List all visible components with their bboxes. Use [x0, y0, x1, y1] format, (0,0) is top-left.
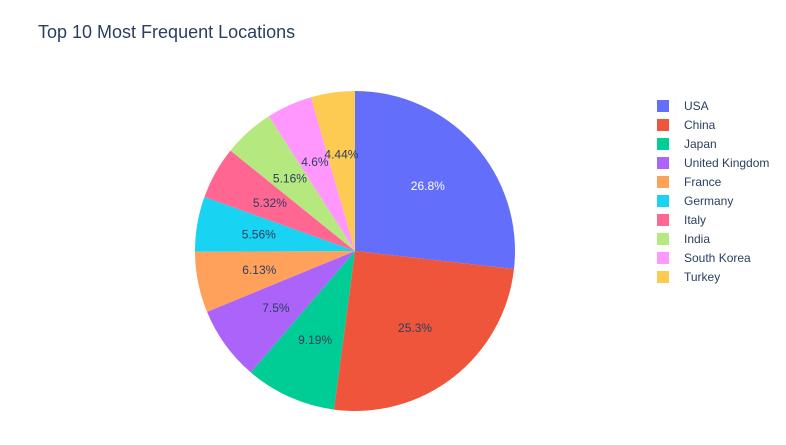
- legend-swatch: [657, 194, 669, 207]
- legend-swatch: [657, 213, 669, 226]
- legend-swatch: [657, 232, 669, 245]
- legend-swatch: [657, 175, 669, 188]
- legend-swatch: [657, 118, 669, 131]
- legend-item-united-kingdom[interactable]: United Kingdom: [657, 153, 769, 172]
- pie-label-japan: 9.19%: [298, 333, 332, 347]
- legend-label: Turkey: [684, 269, 721, 284]
- pie-slice-china[interactable]: [333, 251, 514, 412]
- legend-item-germany[interactable]: Germany: [657, 191, 769, 210]
- pie-label-united-kingdom: 7.5%: [262, 301, 290, 315]
- pie-slice-turkey[interactable]: [310, 91, 355, 251]
- legend-swatch: [657, 99, 669, 112]
- pie-slice-japan[interactable]: [250, 251, 355, 410]
- legend-item-usa[interactable]: USA: [657, 96, 769, 115]
- legend-label: United Kingdom: [684, 155, 770, 170]
- legend-item-italy[interactable]: Italy: [657, 210, 769, 229]
- legend-item-china[interactable]: China: [657, 115, 769, 134]
- legend-swatch: [657, 156, 669, 169]
- legend-swatch: [657, 270, 669, 283]
- legend-label: South Korea: [684, 250, 751, 265]
- legend-item-france[interactable]: France: [657, 172, 769, 191]
- pie-slice-south-korea[interactable]: [268, 97, 355, 251]
- legend-label: Japan: [684, 136, 717, 151]
- legend-item-japan[interactable]: Japan: [657, 134, 769, 153]
- legend-item-india[interactable]: India: [657, 229, 769, 248]
- pie-slice-united-kingdom[interactable]: [207, 251, 355, 373]
- pie-label-usa: 26.8%: [411, 179, 445, 193]
- legend-swatch: [657, 251, 669, 264]
- chart-title: Top 10 Most Frequent Locations: [38, 22, 296, 42]
- legend-swatch: [657, 137, 669, 150]
- legend-label: India: [684, 231, 711, 246]
- legend: USA China Japan United Kingdom France Germany…: [657, 96, 769, 286]
- pie-slice-germany[interactable]: [194, 196, 355, 252]
- pie-slice-india[interactable]: [230, 116, 355, 252]
- legend-item-south-korea[interactable]: South Korea: [657, 248, 769, 267]
- pie-label-china: 25.3%: [398, 321, 432, 335]
- legend-label: China: [684, 117, 716, 132]
- pie-slices: [194, 91, 516, 412]
- pie-label-south-korea: 4.6%: [301, 155, 329, 169]
- pie-slice-france[interactable]: [195, 251, 355, 312]
- pie-label-india: 5.16%: [273, 171, 307, 185]
- legend-label: Germany: [684, 193, 734, 208]
- pie-label-france: 6.13%: [242, 263, 276, 277]
- legend-label: France: [684, 174, 722, 189]
- legend-item-turkey[interactable]: Turkey: [657, 267, 769, 286]
- legend-label: USA: [684, 98, 709, 113]
- pie-slice-usa[interactable]: [355, 91, 516, 270]
- pie-label-italy: 5.32%: [253, 196, 287, 210]
- pie-labels: 26.8% 25.3% 9.19% 7.5% 6.13% 5.56% 5.32% 5.16% 4…: [242, 147, 445, 347]
- pie-label-turkey: 4.44%: [324, 147, 358, 161]
- legend-label: Italy: [684, 212, 707, 227]
- pie-label-germany: 5.56%: [242, 228, 276, 242]
- pie-slice-italy[interactable]: [204, 150, 355, 251]
